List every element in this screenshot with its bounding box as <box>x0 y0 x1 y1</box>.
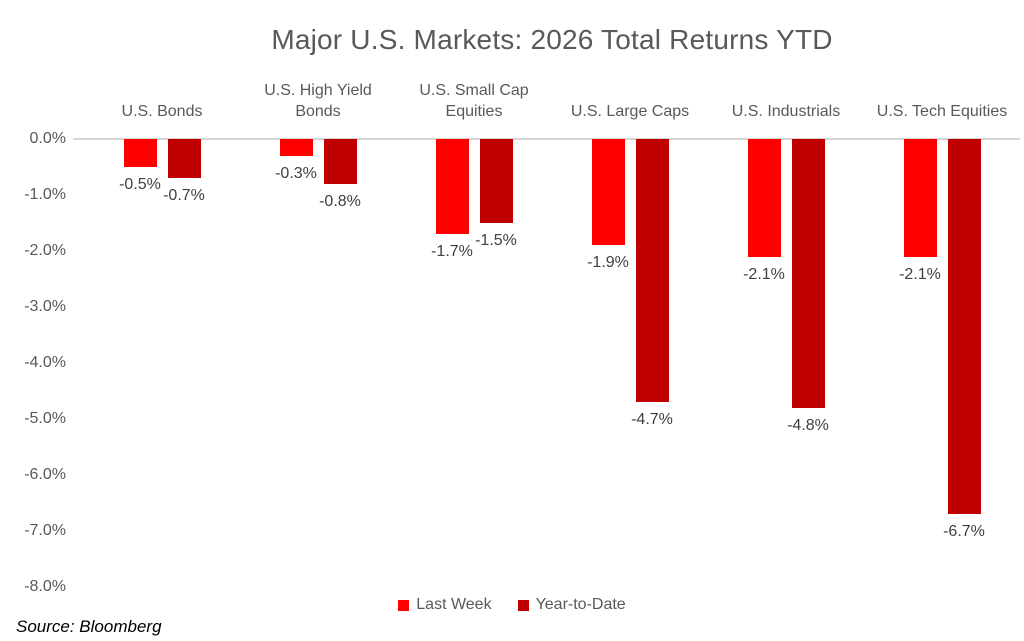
bar-year-to-date <box>791 139 825 408</box>
legend-label: Last Week <box>416 596 492 613</box>
y-axis-tick: -6.0% <box>24 466 66 483</box>
bar-year-to-date <box>947 139 981 515</box>
y-axis-tick: -2.0% <box>24 242 66 259</box>
legend-item: Year-to-Date <box>517 596 626 614</box>
data-label: -1.5% <box>475 232 517 249</box>
category-label: U.S. Small Cap Equities <box>419 82 529 120</box>
category-label: U.S. Large Caps <box>570 103 690 120</box>
source-note: Source: Bloomberg <box>16 617 162 636</box>
legend-item: Last Week <box>398 596 492 614</box>
data-label: -2.1% <box>743 265 785 283</box>
y-axis-tick: 0.0% <box>29 130 66 147</box>
y-axis-tick: -7.0% <box>24 522 66 539</box>
legend: Last Week Year-to-Date <box>0 596 1024 614</box>
data-label: -0.3% <box>275 164 317 182</box>
chart-title: Major U.S. Markets: 2026 Total Returns Y… <box>271 24 833 55</box>
bar-year-to-date <box>635 139 669 403</box>
bar-last-week <box>123 139 157 167</box>
category-label: U.S. Bonds <box>121 103 203 120</box>
bar-last-week <box>903 139 937 257</box>
data-label: -4.7% <box>631 411 673 429</box>
data-label: -4.8% <box>787 416 829 434</box>
bar-year-to-date <box>479 139 513 223</box>
legend-swatch-icon <box>517 599 529 611</box>
data-label: -1.7% <box>431 243 473 261</box>
category-label: U.S. High Yield Bonds <box>264 82 372 120</box>
data-label: -6.7% <box>943 523 985 541</box>
data-label: -0.5% <box>119 176 161 193</box>
y-axis-tick: -3.0% <box>24 298 66 315</box>
bar-year-to-date <box>167 139 201 179</box>
bar-last-week <box>591 139 625 246</box>
y-axis-tick: -8.0% <box>24 578 66 595</box>
data-label: -0.8% <box>319 192 361 210</box>
bar-last-week <box>747 139 781 257</box>
data-label: -2.1% <box>899 265 941 283</box>
bar-year-to-date <box>323 139 357 184</box>
y-axis-tick: -5.0% <box>24 410 66 427</box>
category-label: U.S. Industrials <box>731 103 841 120</box>
zero-axis-line <box>73 138 1020 140</box>
category-label: U.S. Tech Equities <box>876 103 1008 120</box>
legend-label: Year-to-Date <box>535 596 626 613</box>
y-axis-tick: -1.0% <box>24 186 66 203</box>
bar-last-week <box>435 139 469 235</box>
legend-swatch-icon <box>398 599 410 611</box>
data-label: -1.9% <box>587 254 629 272</box>
y-axis-tick: -4.0% <box>24 354 66 371</box>
data-label: -0.7% <box>163 187 205 205</box>
bar-last-week <box>279 139 313 156</box>
